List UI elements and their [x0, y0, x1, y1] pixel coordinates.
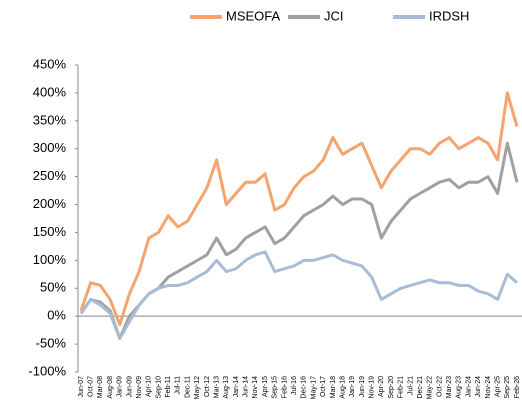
x-tick-label: Jan-24 [465, 376, 472, 398]
x-tick-label: Sep-10 [155, 376, 162, 399]
x-tick-label: Jul-21 [407, 376, 414, 395]
y-tick-label: 250% [33, 168, 67, 183]
x-tick-label: Mar-13 [213, 376, 220, 398]
x-tick-label: Oct-22 [436, 376, 443, 397]
x-tick-label: Sep-20 [388, 376, 395, 399]
y-tick-label: 300% [33, 140, 67, 155]
y-tick-label: 350% [33, 112, 67, 127]
x-tick-label: Dec-16 [301, 376, 308, 399]
x-tick-label: Apr-25 [494, 376, 501, 397]
y-tick-label: 450% [33, 56, 67, 71]
x-tick-label: Nov-24 [485, 376, 492, 399]
y-tick-label: 0% [47, 308, 66, 323]
series-line [79, 91, 519, 327]
x-tick-label: Jun-24 [475, 376, 482, 398]
x-tick-label: Oct-12 [204, 376, 211, 397]
y-tick-label: -50% [36, 336, 67, 351]
x-tick-label: Jan-14 [233, 376, 240, 398]
x-tick-label: May-17 [310, 376, 317, 399]
y-tick-label: 100% [33, 252, 67, 267]
x-tick-label: Mar-08 [97, 376, 104, 398]
x-tick-label: Aug-18 [339, 376, 346, 399]
y-tick-label: -100% [28, 363, 66, 378]
x-tick-label: Aug-08 [107, 376, 114, 399]
x-tick-label: Oct-07 [88, 376, 95, 397]
y-tick-label: 150% [33, 224, 67, 239]
series-line [79, 141, 519, 341]
x-tick-label: Jun-07 [78, 376, 85, 398]
legend-label: JCI [324, 8, 344, 23]
x-tick-label: Aug-23 [456, 376, 463, 399]
y-tick-label: 400% [33, 84, 67, 99]
x-tick-label: Feb-11 [165, 376, 172, 398]
x-tick-label: Nov-14 [252, 376, 259, 399]
legend-label: MSEOFA [226, 8, 281, 23]
x-tick-label: Jan-09 [117, 376, 124, 398]
x-tick-label: Apr-20 [378, 376, 385, 397]
x-tick-label: Jul-16 [291, 376, 298, 395]
x-tick-label: Jun-09 [126, 376, 133, 398]
x-tick-label: Aug-13 [223, 376, 230, 399]
x-tick-label: Jul-11 [175, 376, 182, 395]
x-tick-label: Feb-16 [281, 376, 288, 398]
x-tick-label: Oct-17 [320, 376, 327, 397]
legend-label: IRDSH [429, 8, 469, 23]
x-tick-label: Jun-14 [243, 376, 250, 398]
x-tick-label: Apr-15 [262, 376, 269, 397]
x-tick-label: Mar-18 [330, 376, 337, 398]
x-tick-label: Nov-09 [136, 376, 143, 399]
x-tick-label: Dec-21 [417, 376, 424, 399]
x-tick-label: Sep-15 [272, 376, 279, 399]
x-tick-label: Nov-19 [369, 376, 376, 399]
x-tick-label: May-22 [427, 376, 434, 399]
x-tick-label: Feb-21 [398, 376, 405, 398]
x-tick-label: Feb-26 [514, 376, 521, 398]
series-line [79, 250, 518, 341]
x-tick-label: Jan-19 [349, 376, 356, 398]
x-tick-label: Sep-25 [504, 376, 511, 399]
x-tick-label: Apr-10 [146, 376, 153, 397]
x-tick-label: May-12 [194, 376, 201, 399]
y-tick-label: 200% [33, 196, 67, 211]
x-tick-label: Dec-11 [184, 376, 191, 398]
x-tick-label: Mar-23 [446, 376, 453, 398]
y-tick-label: 50% [40, 280, 66, 295]
x-tick-label: Jun-19 [359, 376, 366, 398]
